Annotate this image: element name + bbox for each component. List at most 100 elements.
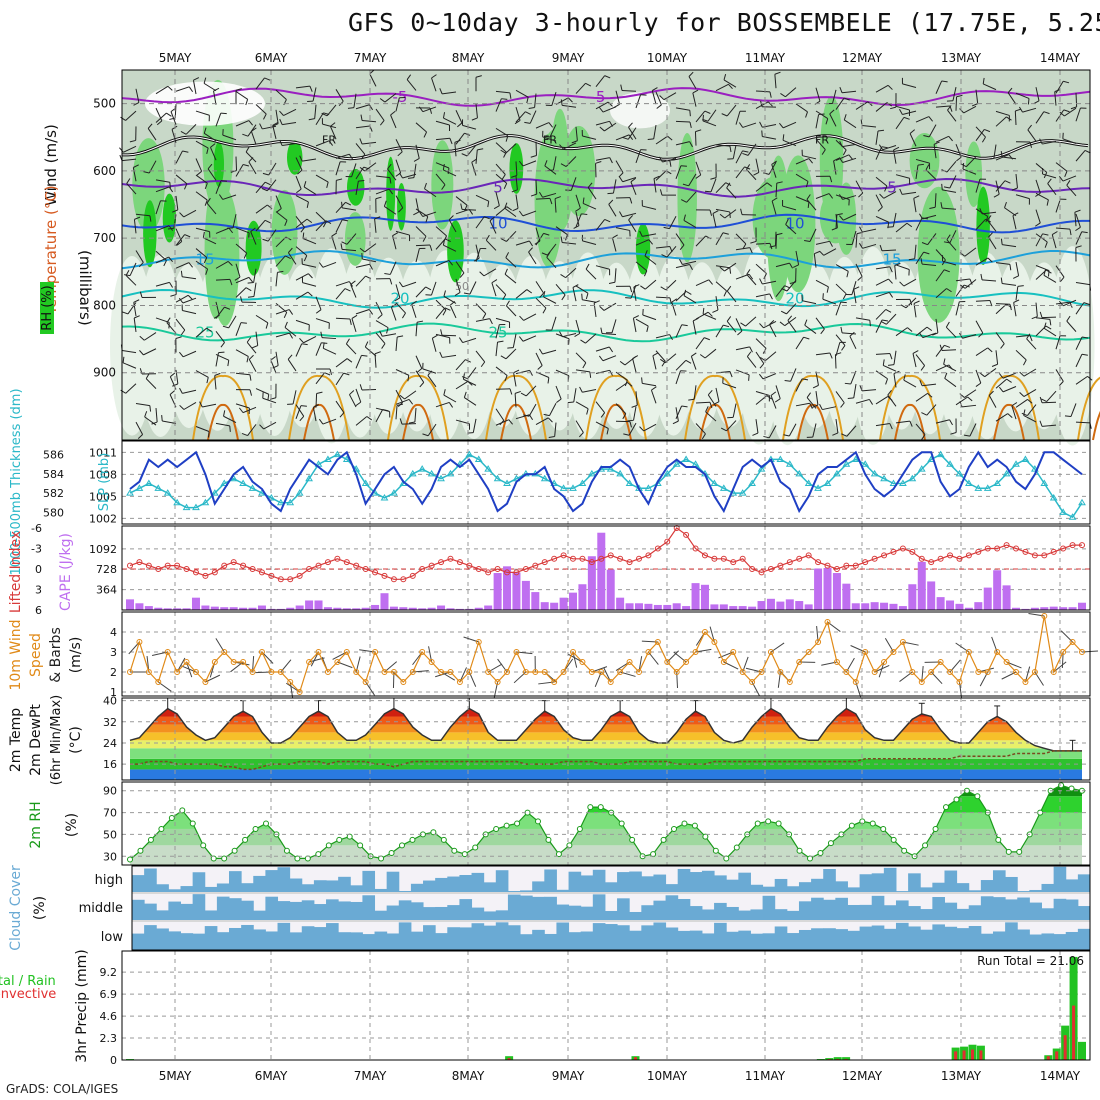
lifted-index-point bbox=[683, 531, 690, 538]
wind-barb-flag bbox=[361, 354, 368, 357]
cloud-cover-bar bbox=[253, 875, 266, 892]
wind-barb-flag bbox=[548, 435, 555, 439]
wind-barb bbox=[975, 89, 979, 104]
wind-barb-flag bbox=[857, 276, 863, 281]
wind-barb bbox=[675, 141, 690, 146]
wind-barb bbox=[755, 90, 771, 93]
wind-barb bbox=[934, 193, 937, 208]
wind-barb bbox=[362, 258, 377, 263]
wind-barb-flag bbox=[805, 111, 808, 118]
wind-barb bbox=[935, 419, 950, 424]
wind-barb-flag bbox=[513, 369, 520, 374]
cloud-cover-bar bbox=[495, 922, 509, 950]
wind-barb-flag bbox=[279, 118, 283, 125]
thickness-point bbox=[559, 484, 568, 491]
isotherm-line bbox=[121, 250, 1091, 270]
wind-barb-flag bbox=[1054, 89, 1061, 93]
lifted-index-point bbox=[833, 566, 840, 572]
wind-barb bbox=[875, 396, 889, 405]
wind-barb-flag bbox=[849, 331, 855, 337]
cape-bar bbox=[295, 605, 304, 610]
wind-barb-flag bbox=[829, 109, 835, 115]
wind-barb-flag bbox=[579, 386, 583, 393]
wind-barb bbox=[935, 80, 943, 94]
wind-barb-flag bbox=[1031, 316, 1038, 320]
cape-bar bbox=[597, 532, 606, 610]
wind-barb-flag bbox=[921, 242, 928, 246]
wind-barb-flag bbox=[887, 364, 895, 366]
thickness-line bbox=[129, 453, 1083, 519]
thickness-point bbox=[144, 479, 153, 486]
temp-tick-label: 32 bbox=[103, 716, 117, 729]
wind-barb bbox=[382, 333, 397, 337]
wind-barb bbox=[892, 212, 897, 227]
wind-barb bbox=[572, 287, 577, 302]
wind-speed-point bbox=[598, 669, 605, 675]
wind-barb-flag bbox=[475, 75, 482, 78]
wind-barb bbox=[835, 391, 845, 404]
cloud-cover-bar bbox=[1017, 891, 1030, 892]
wind-barb-flag bbox=[1046, 269, 1052, 274]
wind-barb bbox=[1002, 372, 1017, 379]
thickness-point bbox=[946, 460, 954, 467]
cloud-cover-bar bbox=[1041, 883, 1055, 892]
wind-barb bbox=[248, 161, 257, 175]
wind-barb bbox=[915, 217, 923, 231]
lifted-index-point bbox=[579, 555, 586, 562]
temp-tick-label: 16 bbox=[103, 758, 117, 771]
wind-barb bbox=[1015, 194, 1030, 200]
wind-barb-flag bbox=[784, 285, 791, 289]
wind-barb-flag bbox=[156, 120, 163, 126]
wind-barb-flag bbox=[543, 232, 550, 236]
wind-speed-point bbox=[334, 659, 341, 665]
wind-barb bbox=[694, 131, 697, 146]
wind-barb bbox=[715, 144, 730, 147]
wind-barb-flag bbox=[806, 392, 811, 398]
wind-barb bbox=[155, 200, 161, 215]
cloud-cover-bar bbox=[895, 922, 909, 950]
wind-barb-flag bbox=[261, 187, 268, 192]
wind-barb bbox=[1035, 209, 1041, 224]
wind-barb bbox=[123, 145, 137, 153]
lifted-index-point bbox=[626, 559, 633, 566]
wind-barb bbox=[415, 355, 423, 369]
wind-barb bbox=[1070, 403, 1077, 417]
cloud-cover-bar bbox=[750, 884, 764, 892]
wind-barb-flag bbox=[306, 201, 309, 208]
wind-barb-flag bbox=[505, 300, 510, 307]
wind-barb bbox=[443, 117, 457, 125]
cloud-cover-bar bbox=[520, 895, 533, 920]
wind-barb bbox=[573, 388, 577, 403]
wind-barb bbox=[514, 393, 517, 408]
wind-speed-point bbox=[202, 679, 209, 685]
wind-barb bbox=[535, 281, 545, 294]
wind-barb bbox=[945, 326, 957, 338]
rh-point bbox=[660, 836, 667, 843]
wind-barb-flag bbox=[572, 284, 579, 288]
wind-barb-flag bbox=[505, 252, 510, 258]
thickness-point bbox=[719, 484, 728, 491]
wind-barb bbox=[143, 348, 157, 356]
wind-barb-flag bbox=[487, 201, 490, 208]
cape-bar bbox=[578, 584, 587, 610]
cloud-row-label-high: high bbox=[95, 873, 123, 888]
wind-barb-flag bbox=[359, 384, 363, 391]
isotherm-label: 25 bbox=[195, 323, 214, 341]
wind-barb-flag bbox=[695, 174, 701, 179]
wind-barb-flag bbox=[178, 297, 184, 304]
wind-barb bbox=[844, 119, 857, 129]
cloud-cover-bar bbox=[992, 897, 1006, 920]
wind-barb-flag bbox=[943, 358, 946, 365]
cape-bar bbox=[173, 608, 182, 610]
wind-barb bbox=[726, 420, 737, 432]
wind-barb-flag bbox=[979, 372, 986, 378]
isotherm-label: 20 bbox=[390, 290, 409, 308]
wind-barb-flag bbox=[985, 216, 989, 223]
wind-barb-flag bbox=[500, 238, 507, 242]
wind-speed-point bbox=[230, 659, 237, 665]
wind-speed-point bbox=[324, 669, 331, 675]
thickness-point bbox=[578, 479, 587, 486]
cloud-cover-bar bbox=[289, 901, 303, 920]
wind-barb-flag bbox=[548, 122, 554, 128]
lifted-index-point bbox=[202, 572, 209, 579]
